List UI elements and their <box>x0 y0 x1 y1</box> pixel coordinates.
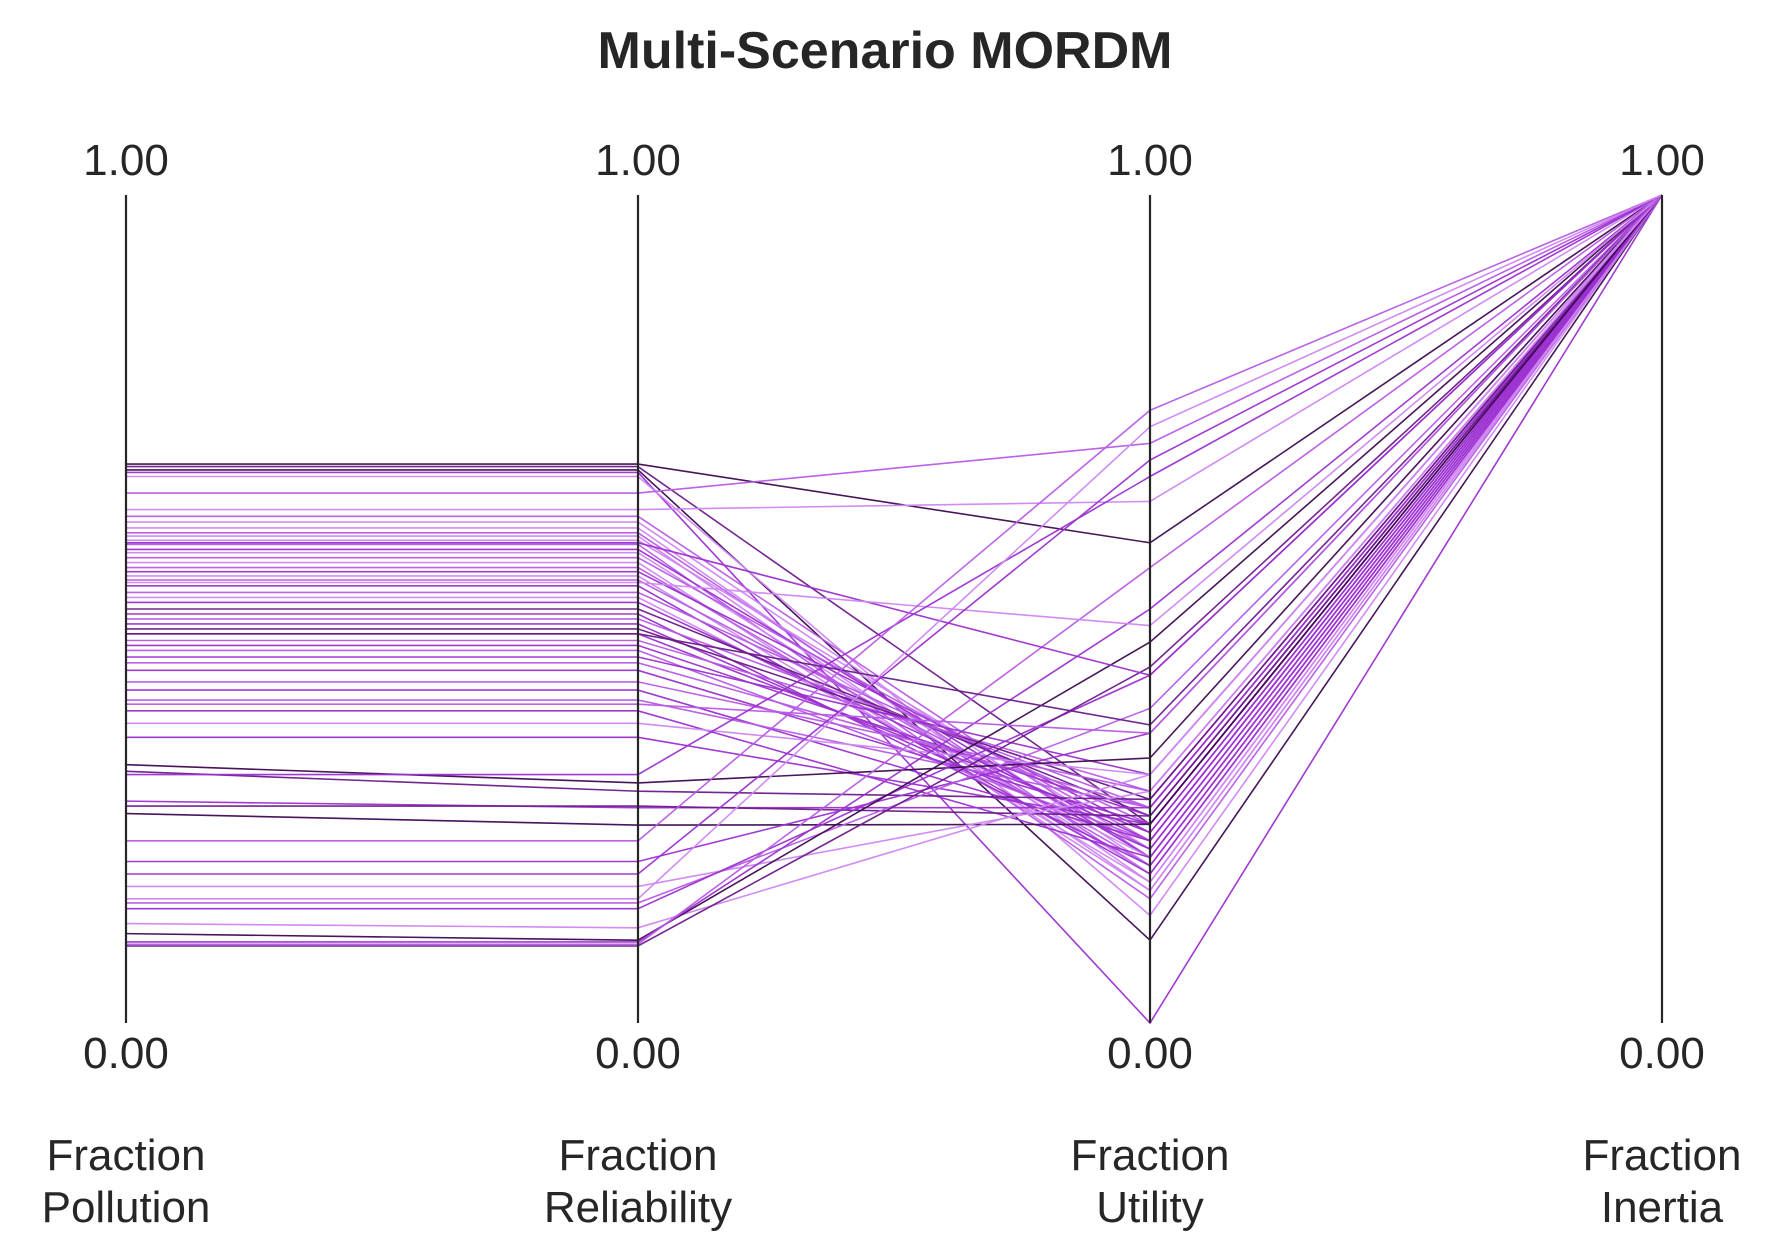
series-line-37 <box>126 194 1663 842</box>
series-line-44 <box>125 194 1663 809</box>
axis-name-line-3-0: Fraction <box>1583 1131 1742 1180</box>
axis-name-0: Fraction Pollution <box>42 1131 211 1232</box>
series-line-63 <box>126 194 1663 842</box>
series-line-56 <box>126 194 1663 494</box>
axis-name-line-0-1: Pollution <box>42 1183 211 1232</box>
series-line-5 <box>126 194 1663 859</box>
axis-min-label-1: 0.00 <box>595 1029 681 1078</box>
series-line-51 <box>125 194 1663 929</box>
series-line-61 <box>126 194 1663 735</box>
axis-0: 1.00 0.00 Fraction Pollution <box>42 136 211 1232</box>
series-line-0 <box>126 194 1663 544</box>
axis-name-line-3-1: Inertia <box>1601 1183 1724 1232</box>
series-line-18 <box>126 194 1663 884</box>
series-line-54 <box>126 194 1663 946</box>
series-line-25 <box>126 194 1663 867</box>
series-lines <box>125 194 1663 1025</box>
axis-2: 1.00 0.00 Fraction Utility <box>1071 136 1230 1232</box>
series-line-64 <box>126 194 1663 875</box>
series-line-60 <box>126 194 1663 726</box>
axis-name-3: Fraction Inertia <box>1583 1131 1742 1232</box>
series-line-46 <box>125 194 1663 826</box>
axis-name-line-2-1: Utility <box>1096 1183 1204 1232</box>
axis-name-line-1-1: Reliability <box>544 1183 732 1232</box>
series-line-39 <box>126 194 1663 859</box>
axis-max-label-3: 1.00 <box>1619 136 1705 185</box>
axis-3: 1.00 0.00 Fraction Inertia <box>1583 136 1742 1232</box>
axis-max-label-1: 1.00 <box>595 136 681 185</box>
series-line-43 <box>125 194 1663 801</box>
axis-min-label-2: 0.00 <box>1107 1029 1193 1078</box>
axis-name-2: Fraction Utility <box>1071 1131 1230 1232</box>
series-line-55 <box>126 194 1663 947</box>
axis-name-1: Fraction Reliability <box>544 1131 732 1232</box>
axis-min-label-0: 0.00 <box>83 1029 169 1078</box>
series-line-58 <box>126 194 1663 677</box>
axis-1: 1.00 0.00 Fraction Reliability <box>544 136 732 1232</box>
series-line-11 <box>126 194 1663 900</box>
series-line-53 <box>126 194 1663 943</box>
series-line-4 <box>126 194 1663 917</box>
series-line-48 <box>126 194 1663 888</box>
series-line-52 <box>125 194 1663 942</box>
axis-min-label-3: 0.00 <box>1619 1029 1705 1078</box>
series-line-57 <box>126 194 1663 511</box>
axis-max-label-0: 1.00 <box>83 136 169 185</box>
series-line-65 <box>126 194 1663 900</box>
axis-max-label-2: 1.00 <box>1107 136 1193 185</box>
axis-name-line-0-0: Fraction <box>47 1131 206 1180</box>
series-line-50 <box>126 194 1663 910</box>
series-line-59 <box>126 194 1663 627</box>
axis-name-line-2-0: Fraction <box>1071 1131 1230 1180</box>
axis-name-line-1-0: Fraction <box>559 1131 718 1180</box>
series-line-22 <box>126 194 1663 859</box>
series-line-7 <box>126 194 1663 884</box>
series-line-12 <box>126 194 1663 859</box>
chart-title: Multi-Scenario MORDM <box>598 22 1173 80</box>
series-line-45 <box>126 194 1663 817</box>
